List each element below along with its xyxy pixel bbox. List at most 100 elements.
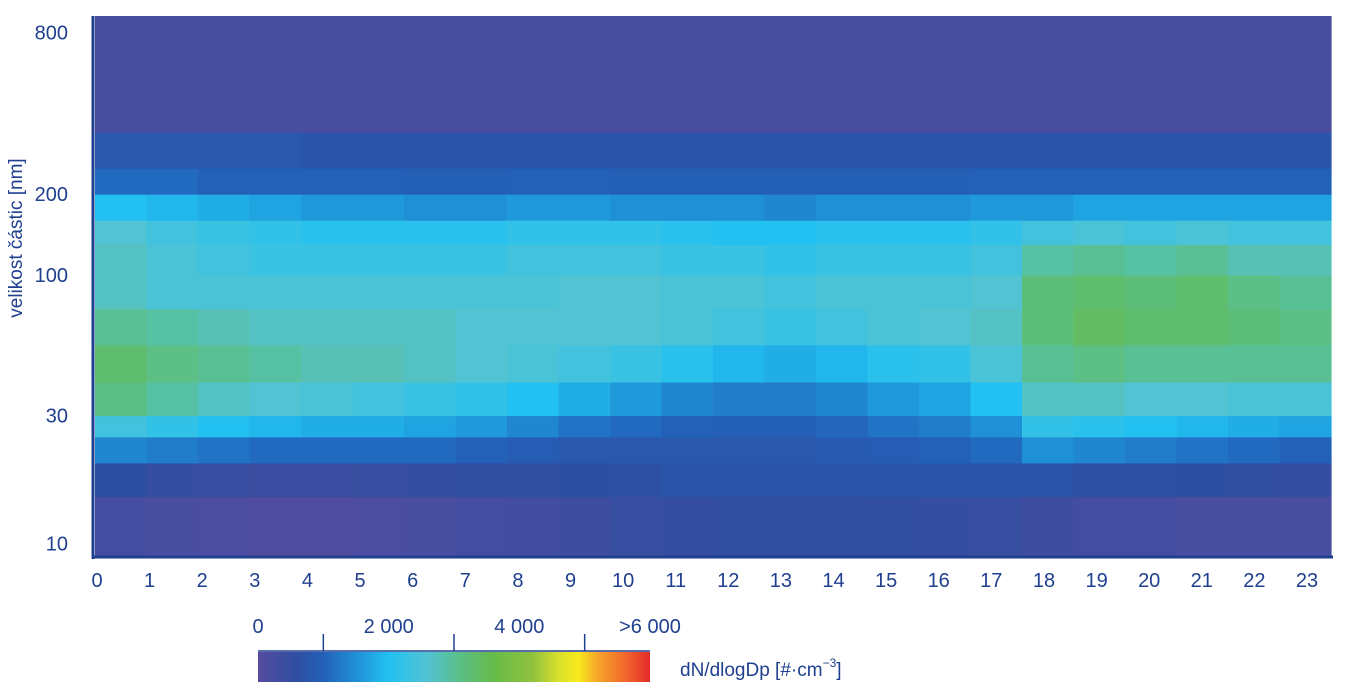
heatmap-cell	[455, 415, 508, 438]
heatmap-cell	[198, 381, 251, 417]
heatmap-cell	[249, 344, 302, 383]
heatmap-cell	[970, 274, 1023, 310]
heatmap-cell	[352, 194, 405, 221]
x-tick-label: 12	[717, 570, 739, 592]
heatmap-cell	[1228, 16, 1281, 133]
heatmap-cell	[1022, 194, 1075, 221]
heatmap-cell	[455, 220, 508, 245]
heatmap-cell	[867, 381, 920, 417]
heatmap-cell	[1022, 381, 1075, 417]
heatmap-cell	[1022, 244, 1075, 276]
heatmap-cell	[816, 496, 869, 557]
heatmap-cell	[1125, 220, 1178, 245]
heatmap-cell	[867, 415, 920, 438]
heatmap-cell	[146, 132, 199, 169]
heatmap-cell	[970, 244, 1023, 276]
heatmap-cell	[1279, 132, 1332, 169]
heatmap-cell	[404, 132, 457, 169]
heatmap-cell	[661, 381, 714, 417]
x-tick-label: 18	[1033, 570, 1055, 592]
heatmap-cell	[661, 462, 714, 497]
heatmap-cell	[352, 168, 405, 195]
heatmap-cell	[404, 274, 457, 310]
heatmap-cell	[301, 436, 354, 464]
heatmap-cell	[764, 462, 817, 497]
heatmap-cell	[919, 436, 972, 464]
heatmap-cell	[558, 244, 611, 276]
heatmap-cell	[1073, 308, 1126, 346]
heatmap-cell	[1022, 415, 1075, 438]
heatmap-cell	[610, 168, 663, 195]
heatmap-cell	[301, 244, 354, 276]
heatmap-cell	[558, 220, 611, 245]
heatmap-cell	[764, 308, 817, 346]
heatmap-cell	[249, 194, 302, 221]
heatmap-cell	[1073, 220, 1126, 245]
heatmap-cell	[352, 436, 405, 464]
heatmap-cell	[816, 308, 869, 346]
heatmap-cell	[1279, 381, 1332, 417]
heatmap-cell	[1279, 220, 1332, 245]
heatmap-cell	[867, 274, 920, 310]
heatmap-cell	[970, 220, 1023, 245]
x-tick-label: 22	[1243, 570, 1265, 592]
heatmap-cell	[661, 415, 714, 438]
heatmap-cell	[249, 16, 302, 133]
heatmap-cell	[95, 168, 148, 195]
heatmap-cell	[507, 462, 560, 497]
heatmap-cell	[816, 194, 869, 221]
heatmap-cell	[249, 132, 302, 169]
heatmap-cell	[1125, 308, 1178, 346]
heatmap-cell	[816, 244, 869, 276]
heatmap-cell	[1125, 462, 1178, 497]
heatmap-cell	[610, 436, 663, 464]
heatmap-cell	[713, 244, 766, 276]
heatmap-cell	[146, 436, 199, 464]
heatmap-cell	[249, 462, 302, 497]
heatmap-cell	[713, 132, 766, 169]
heatmap-cell	[713, 308, 766, 346]
heatmap-cell	[816, 436, 869, 464]
heatmap-cell	[610, 220, 663, 245]
heatmap-cell	[404, 462, 457, 497]
heatmap-cell	[970, 308, 1023, 346]
heatmap-cell	[352, 496, 405, 557]
heatmap-cell	[507, 415, 560, 438]
heatmap-cell	[610, 344, 663, 383]
heatmap-cell	[713, 436, 766, 464]
heatmap-cell	[249, 274, 302, 310]
heatmap-cell	[1022, 344, 1075, 383]
heatmap-cell	[198, 220, 251, 245]
heatmap-cell	[713, 496, 766, 557]
heatmap-cell	[1279, 16, 1332, 133]
heatmap-cell	[301, 132, 354, 169]
heatmap-cell	[95, 16, 148, 133]
heatmap-cell	[558, 462, 611, 497]
heatmap-cell	[816, 274, 869, 310]
heatmap-cell	[1279, 168, 1332, 195]
heatmap-cell	[1176, 132, 1229, 169]
heatmap-cell	[507, 496, 560, 557]
heatmap-cell	[558, 436, 611, 464]
heatmap-cell	[1228, 381, 1281, 417]
heatmap-cell	[816, 16, 869, 133]
heatmap-cell	[1073, 194, 1126, 221]
x-tick-label: 14	[822, 570, 844, 592]
x-tick-label: 10	[612, 570, 634, 592]
heatmap-cell	[610, 381, 663, 417]
heatmap-cell	[919, 244, 972, 276]
heatmap-cell	[1176, 220, 1229, 245]
heatmap-cell	[919, 132, 972, 169]
heatmap-cell	[610, 194, 663, 221]
heatmap-cell	[146, 220, 199, 245]
heatmap-cell	[1228, 344, 1281, 383]
heatmap-cell	[610, 132, 663, 169]
y-tick-label: 10	[46, 534, 68, 556]
heatmap-cell	[455, 274, 508, 310]
heatmap-cell	[1073, 436, 1126, 464]
heatmap-cell	[919, 220, 972, 245]
heatmap-cell	[661, 220, 714, 245]
heatmap-cell	[1125, 194, 1178, 221]
heatmap-cell	[1279, 244, 1332, 276]
x-tick-label: 7	[460, 570, 471, 592]
